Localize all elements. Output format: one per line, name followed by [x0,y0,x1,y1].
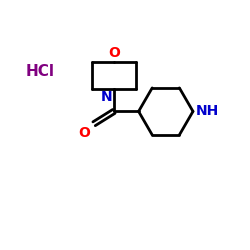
Text: HCl: HCl [25,64,54,79]
Text: O: O [78,126,90,140]
Text: N: N [100,90,112,104]
Text: O: O [108,46,120,60]
Text: NH: NH [196,104,219,118]
